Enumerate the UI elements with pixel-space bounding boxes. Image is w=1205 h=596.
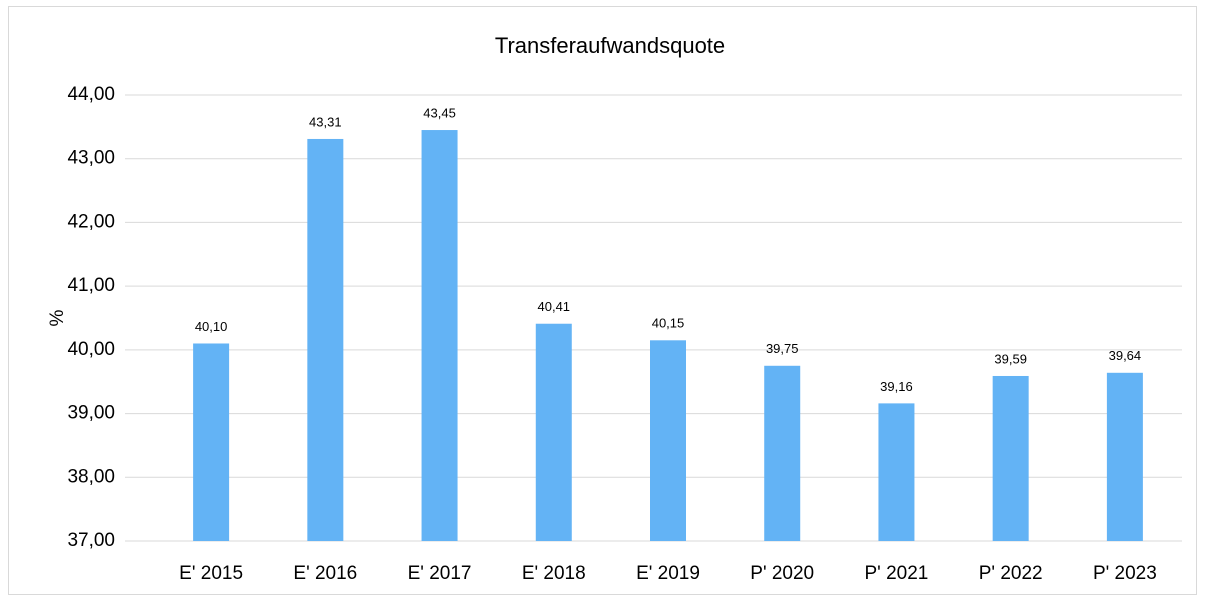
y-tick-label: 37,00 — [67, 530, 115, 551]
bar — [764, 365, 801, 541]
bar — [307, 138, 344, 541]
data-label: 39,16 — [880, 379, 913, 394]
x-tick-label: P' 2020 — [750, 563, 814, 584]
x-tick-label: E' 2019 — [636, 563, 700, 584]
data-label: 43,31 — [309, 114, 342, 129]
y-tick-label: 38,00 — [67, 466, 115, 487]
bar — [193, 343, 230, 541]
y-tick-label: 41,00 — [67, 275, 115, 296]
data-label: 43,45 — [423, 105, 456, 120]
y-tick-label: 40,00 — [67, 339, 115, 360]
bar — [535, 323, 572, 541]
y-tick-label: 44,00 — [67, 84, 115, 105]
bar — [878, 403, 915, 541]
y-axis-label: % — [47, 309, 68, 326]
bar — [992, 375, 1029, 541]
x-tick-label: P' 2023 — [1093, 563, 1157, 584]
x-tick-label: E' 2015 — [179, 563, 243, 584]
x-tick-label: E' 2016 — [293, 563, 357, 584]
data-label: 40,41 — [538, 299, 571, 314]
data-label: 39,75 — [766, 341, 799, 356]
chart-title: Transferaufwandsquote — [495, 33, 725, 58]
x-tick-label: E' 2018 — [522, 563, 586, 584]
data-label: 39,64 — [1109, 348, 1142, 363]
x-tick-label: P' 2022 — [979, 563, 1043, 584]
bar — [1106, 372, 1143, 541]
data-label: 39,59 — [994, 351, 1027, 366]
y-tick-label: 42,00 — [67, 211, 115, 232]
y-tick-label: 43,00 — [67, 148, 115, 169]
data-label: 40,10 — [195, 319, 228, 334]
y-tick-label: 39,00 — [67, 403, 115, 424]
data-label: 40,15 — [652, 316, 685, 331]
x-tick-label: P' 2021 — [865, 563, 929, 584]
bar — [650, 340, 686, 541]
bar — [421, 130, 458, 542]
x-tick-label: E' 2017 — [408, 563, 472, 584]
